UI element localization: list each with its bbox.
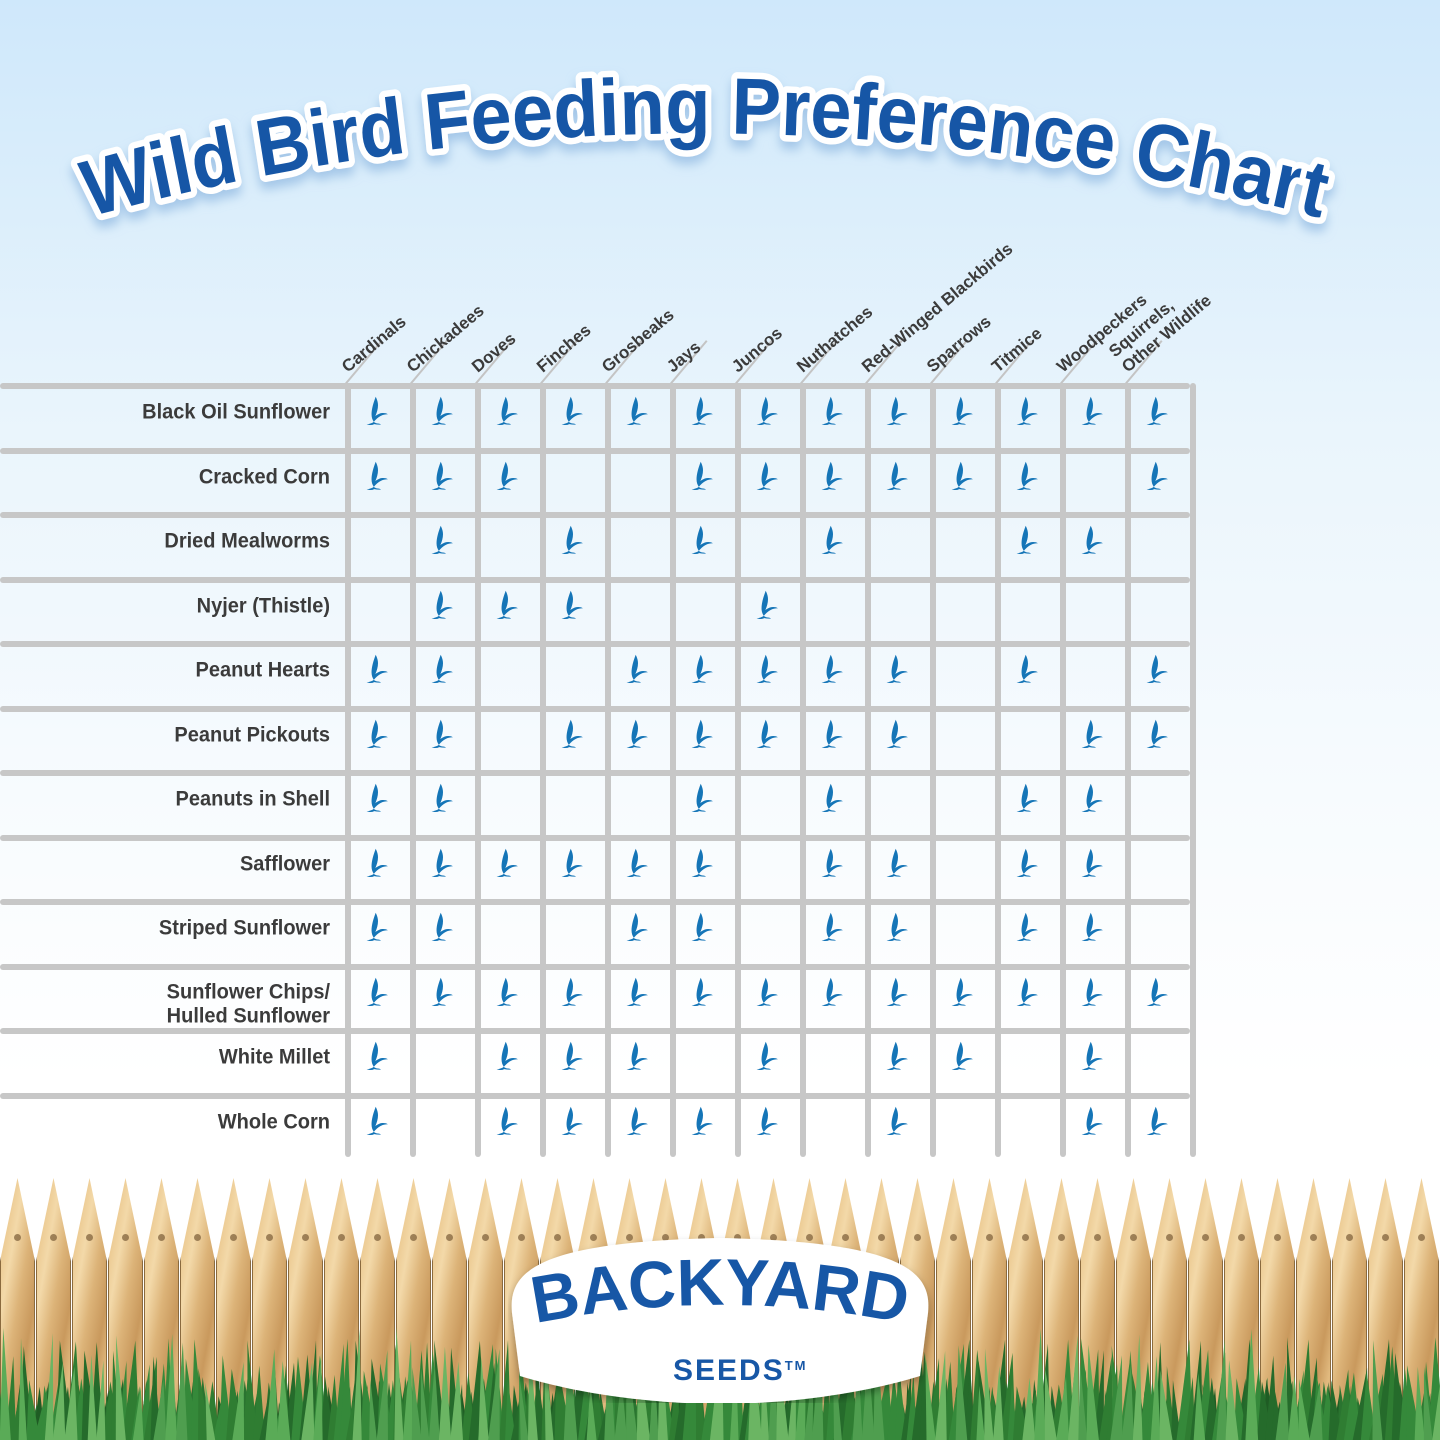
svg-text:Wild Bird Feeding Preference C: Wild Bird Feeding Preference Chart bbox=[73, 62, 1337, 236]
